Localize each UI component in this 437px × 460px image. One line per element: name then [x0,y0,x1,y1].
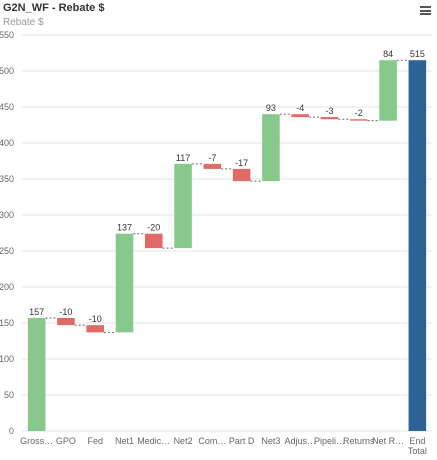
y-axis: 0 50 100 150 200 250 300 350 400 450 500 550 [0,30,14,436]
chart-subtitle: Rebate $ [3,17,44,28]
x-tick-label: Com… [198,436,226,446]
x-tick-label: Part D [229,436,255,446]
data-label: 93 [266,103,276,113]
bar-decrease[interactable] [232,168,251,182]
data-label: -17 [235,158,248,168]
data-label: -2 [355,108,363,118]
bar-increase[interactable] [27,317,46,431]
y-tick-label: 150 [0,318,14,328]
bar-decrease[interactable] [350,119,368,121]
bar-decrease[interactable] [203,163,222,169]
data-label: -10 [59,307,72,317]
y-tick-label: 550 [0,30,14,40]
gridlines [22,34,432,432]
bar-increase[interactable] [115,233,134,333]
chart-title: G2N_WF - Rebate $ [3,2,105,14]
bar-decrease[interactable] [291,114,309,118]
data-labels: 157 -10 -10 137 -20 117 -7 -17 93 -4 -3 -2 84 515 [29,49,425,324]
y-tick-label: 0 [9,426,14,436]
x-axis: Gross… GPO Fed Net1 Medic… Net2 Com… Part D Net3… [20,436,427,456]
bar-decrease[interactable] [145,233,163,249]
x-tick-label: Medic… [137,436,170,446]
x-tick-label: Net R… [372,436,404,446]
hamburger-menu-icon[interactable] [420,6,431,15]
bar-decrease[interactable] [320,117,339,120]
x-tick-label: Adjus… [284,436,316,446]
bar-total[interactable] [408,60,427,431]
x-tick-label: Net3 [261,436,280,446]
y-tick-label: 500 [0,66,14,76]
data-label: -4 [296,103,304,113]
data-label: 137 [117,223,132,233]
y-tick-label: 350 [0,174,14,184]
data-label: 157 [29,307,44,317]
data-label: 84 [383,49,393,59]
data-label: -3 [325,106,333,116]
data-label: 515 [410,49,425,59]
x-tick-label: Gross… [20,436,53,446]
y-tick-label: 200 [0,282,14,292]
data-label: -10 [89,314,102,324]
bar-increase[interactable] [379,60,397,121]
x-tick-label: Net2 [174,436,193,446]
x-tick-label: GPO [56,436,76,446]
y-tick-label: 250 [0,246,14,256]
x-tick-label: End Total [408,436,427,456]
x-tick-label: Fed [87,436,103,446]
data-label: 117 [176,153,190,163]
bar-increase[interactable] [262,114,280,182]
data-label: -7 [208,153,216,163]
bar-decrease[interactable] [86,325,104,333]
bar-decrease[interactable] [57,317,75,326]
y-tick-label: 100 [0,354,14,364]
x-tick-label: Returns [343,436,375,446]
bar-increase[interactable] [174,163,192,249]
connector-lines [45,59,409,333]
x-tick-label: Net1 [115,436,134,446]
y-tick-label: 50 [4,390,14,400]
y-tick-label: 450 [0,102,14,112]
y-tick-label: 300 [0,210,14,220]
y-tick-label: 400 [0,138,14,148]
data-label: -20 [147,223,160,233]
bars [27,60,427,431]
x-tick-label: Pipeli… [314,436,345,446]
